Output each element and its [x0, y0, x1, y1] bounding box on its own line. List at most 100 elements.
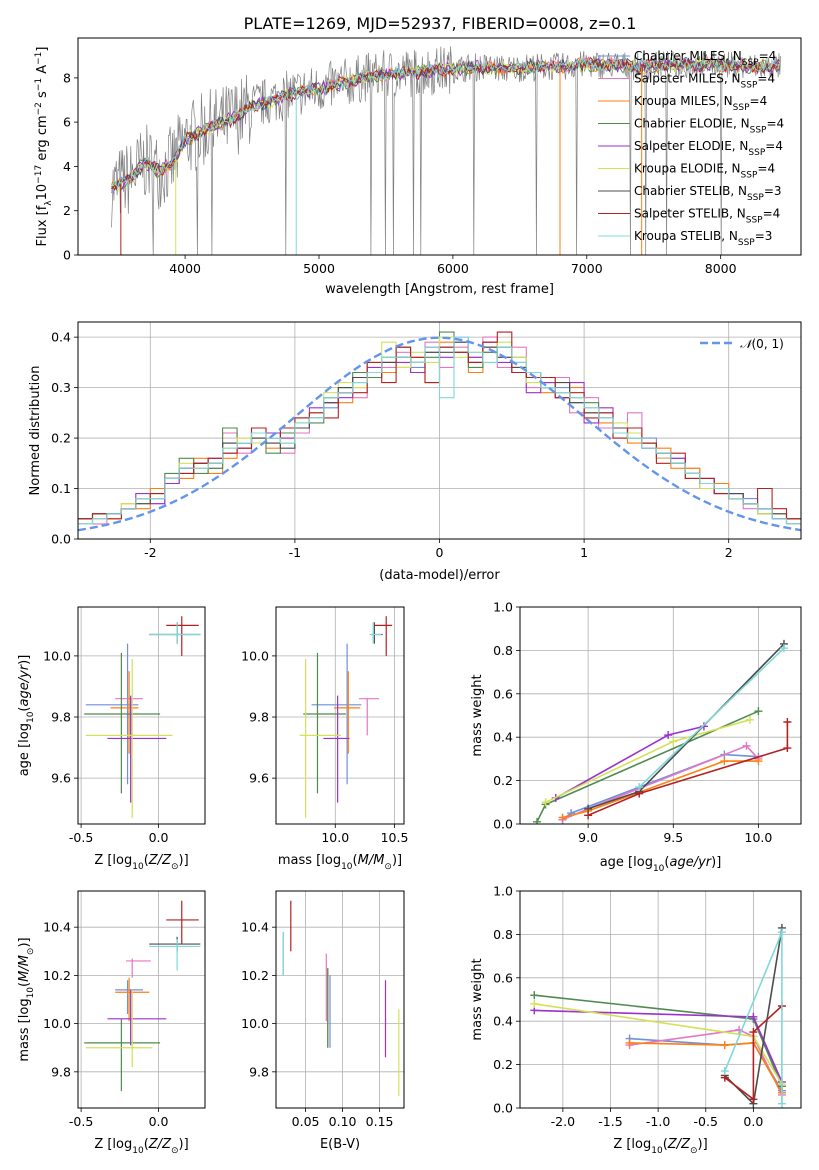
- data-point-marker: [749, 1012, 758, 1021]
- y-axis-label: mass weight: [470, 958, 485, 1040]
- data-point-marker: [749, 1028, 758, 1037]
- data-point-marker: [720, 1067, 729, 1076]
- y-tick-label: 9.6: [249, 771, 269, 786]
- data-point-marker: [720, 1041, 729, 1050]
- y-tick-label: 9.8: [249, 1064, 269, 1079]
- data-point-marker: [625, 1038, 634, 1047]
- x-tick-label: 2: [725, 545, 733, 560]
- data-point-marker: [558, 813, 567, 822]
- mass_vs_age-frame: [275, 606, 405, 825]
- series-line: [562, 760, 759, 819]
- y-tick-label: 10.0: [43, 1016, 71, 1031]
- figure-title: PLATE=1269, MJD=52937, FIBERID=0008, z=0…: [244, 14, 637, 33]
- z_vs_massweight-frame: [519, 890, 802, 1109]
- legend-label: Chabrier MILES, NSSP=4: [634, 49, 776, 68]
- z_vs_massweight-lines: [530, 923, 786, 1108]
- x-tick-label: -0.5: [694, 1114, 718, 1129]
- series-line: [638, 647, 785, 788]
- legend-label: Kroupa STELIB, NSSP=3: [634, 229, 772, 248]
- legend-label: Salpeter ELODIE, NSSP=4: [634, 139, 783, 158]
- y-tick-label: 0.4: [51, 330, 71, 345]
- z_vs_age-frame: [77, 606, 206, 825]
- x-tick-label: -0.5: [69, 830, 93, 845]
- y-tick-label: 0.6: [493, 686, 513, 701]
- data-point-marker: [533, 817, 542, 824]
- x-axis-label: age [log10(age/yr)]: [600, 855, 722, 874]
- x-axis-label: Z [log10(Z/Z⊙)]: [94, 1137, 188, 1156]
- legend-label: Chabrier ELODIE, NSSP=4: [634, 117, 784, 136]
- x-tick-label: 5000: [303, 261, 335, 276]
- age_vs_massweight-lines: [533, 639, 792, 824]
- x-tick-label: 9.0: [578, 830, 598, 845]
- x-axis-label: Z [log10(Z/Z⊙)]: [613, 1137, 707, 1156]
- y-tick-label: 10.2: [43, 968, 71, 983]
- y-tick-label: 1.0: [493, 884, 513, 899]
- y-tick-label: 9.8: [249, 710, 269, 725]
- y-tick-label: 0.0: [493, 817, 513, 832]
- y-axis-label: mass [log10(M/M⊙)]: [17, 937, 36, 1061]
- mass_vs_age-axes: 10.0 10.5 9.6 9.8 10.0: [241, 607, 408, 845]
- histogram-group: [78, 331, 801, 532]
- z_vs_mass-frame: [77, 890, 206, 1109]
- series-line: [587, 722, 789, 817]
- data-point-marker: [783, 744, 792, 753]
- y-axis-label: Flux [fλ10−17 erg cm−2 s−1 A−1]: [34, 47, 54, 247]
- y-tick-label: 10.0: [43, 648, 71, 663]
- data-point-marker: [541, 798, 550, 807]
- age_vs_massweight-frame: [519, 606, 802, 825]
- y-tick-label: 6: [63, 115, 71, 130]
- x-tick-label: 0.05: [292, 1114, 320, 1129]
- data-point-marker: [777, 928, 786, 937]
- x-axis-label: E(B-V): [320, 1137, 360, 1152]
- x-tick-label: 0: [436, 545, 444, 560]
- x-tick-label: 7000: [571, 261, 603, 276]
- y-tick-label: 10.4: [43, 920, 71, 935]
- x-tick-label: 0.0: [149, 830, 169, 845]
- y-tick-label: 0: [63, 248, 71, 263]
- y-tick-label: 0.1: [51, 481, 71, 496]
- x-tick-label: -1.5: [598, 1114, 622, 1129]
- y-tick-label: 10.0: [241, 648, 269, 663]
- y-axis-label: Normed distribution: [28, 366, 43, 496]
- data-point-marker: [749, 1095, 758, 1104]
- y-tick-label: 10.4: [241, 920, 269, 935]
- y-tick-label: 10.2: [241, 968, 269, 983]
- y-tick-label: 0.8: [493, 927, 513, 942]
- x-tick-label: 0.10: [329, 1114, 357, 1129]
- data-point-marker: [783, 718, 792, 727]
- series-line: [587, 643, 785, 810]
- legend-label: Chabrier STELIB, NSSP=3: [634, 184, 782, 203]
- legend-label: 𝒩(0, 1): [740, 337, 784, 351]
- y-tick-label: 8: [63, 70, 71, 85]
- y-tick-label: 0.6: [493, 970, 513, 985]
- y-tick-label: 4: [63, 159, 71, 174]
- z_vs_age-errorbars: [84, 616, 201, 818]
- y-axis-label: age [log10(age/yr)]: [17, 655, 36, 777]
- data-point-marker: [754, 757, 763, 766]
- x-tick-label: 4000: [169, 261, 201, 276]
- histogram-step-line: [78, 336, 801, 525]
- z_vs_mass-axes: -0.5 0.0 9.8 10.0 10.2 10.4: [43, 891, 205, 1129]
- y-tick-label: 9.8: [51, 710, 71, 725]
- y-tick-label: 2: [63, 203, 71, 218]
- x-axis-label: wavelength [Angstrom, rest frame]: [325, 282, 554, 297]
- y-tick-label: 9.8: [51, 1064, 71, 1079]
- x-axis-label: Z [log10(Z/Z⊙)]: [94, 853, 188, 872]
- x-tick-label: -1.0: [646, 1114, 670, 1129]
- z_vs_mass-errorbars: [84, 900, 201, 1092]
- x-axis-label: mass [log10(M/M⊙)]: [278, 853, 402, 872]
- data-point-marker: [754, 707, 763, 716]
- spectrum-frame: [77, 37, 802, 256]
- x-tick-label: 0.0: [743, 1114, 763, 1129]
- residuals-frame: [77, 321, 802, 540]
- legend-label: Kroupa MILES, NSSP=4: [634, 94, 767, 113]
- data-point-marker: [530, 991, 539, 1000]
- legend-label: Salpeter MILES, NSSP=4: [634, 72, 775, 91]
- x-tick-label: -2: [144, 545, 156, 560]
- y-tick-label: 0.0: [493, 1101, 513, 1116]
- data-point-marker: [745, 715, 754, 724]
- x-tick-label: 1: [580, 545, 588, 560]
- y-tick-label: 0.3: [51, 380, 71, 395]
- series-line: [724, 1005, 783, 1101]
